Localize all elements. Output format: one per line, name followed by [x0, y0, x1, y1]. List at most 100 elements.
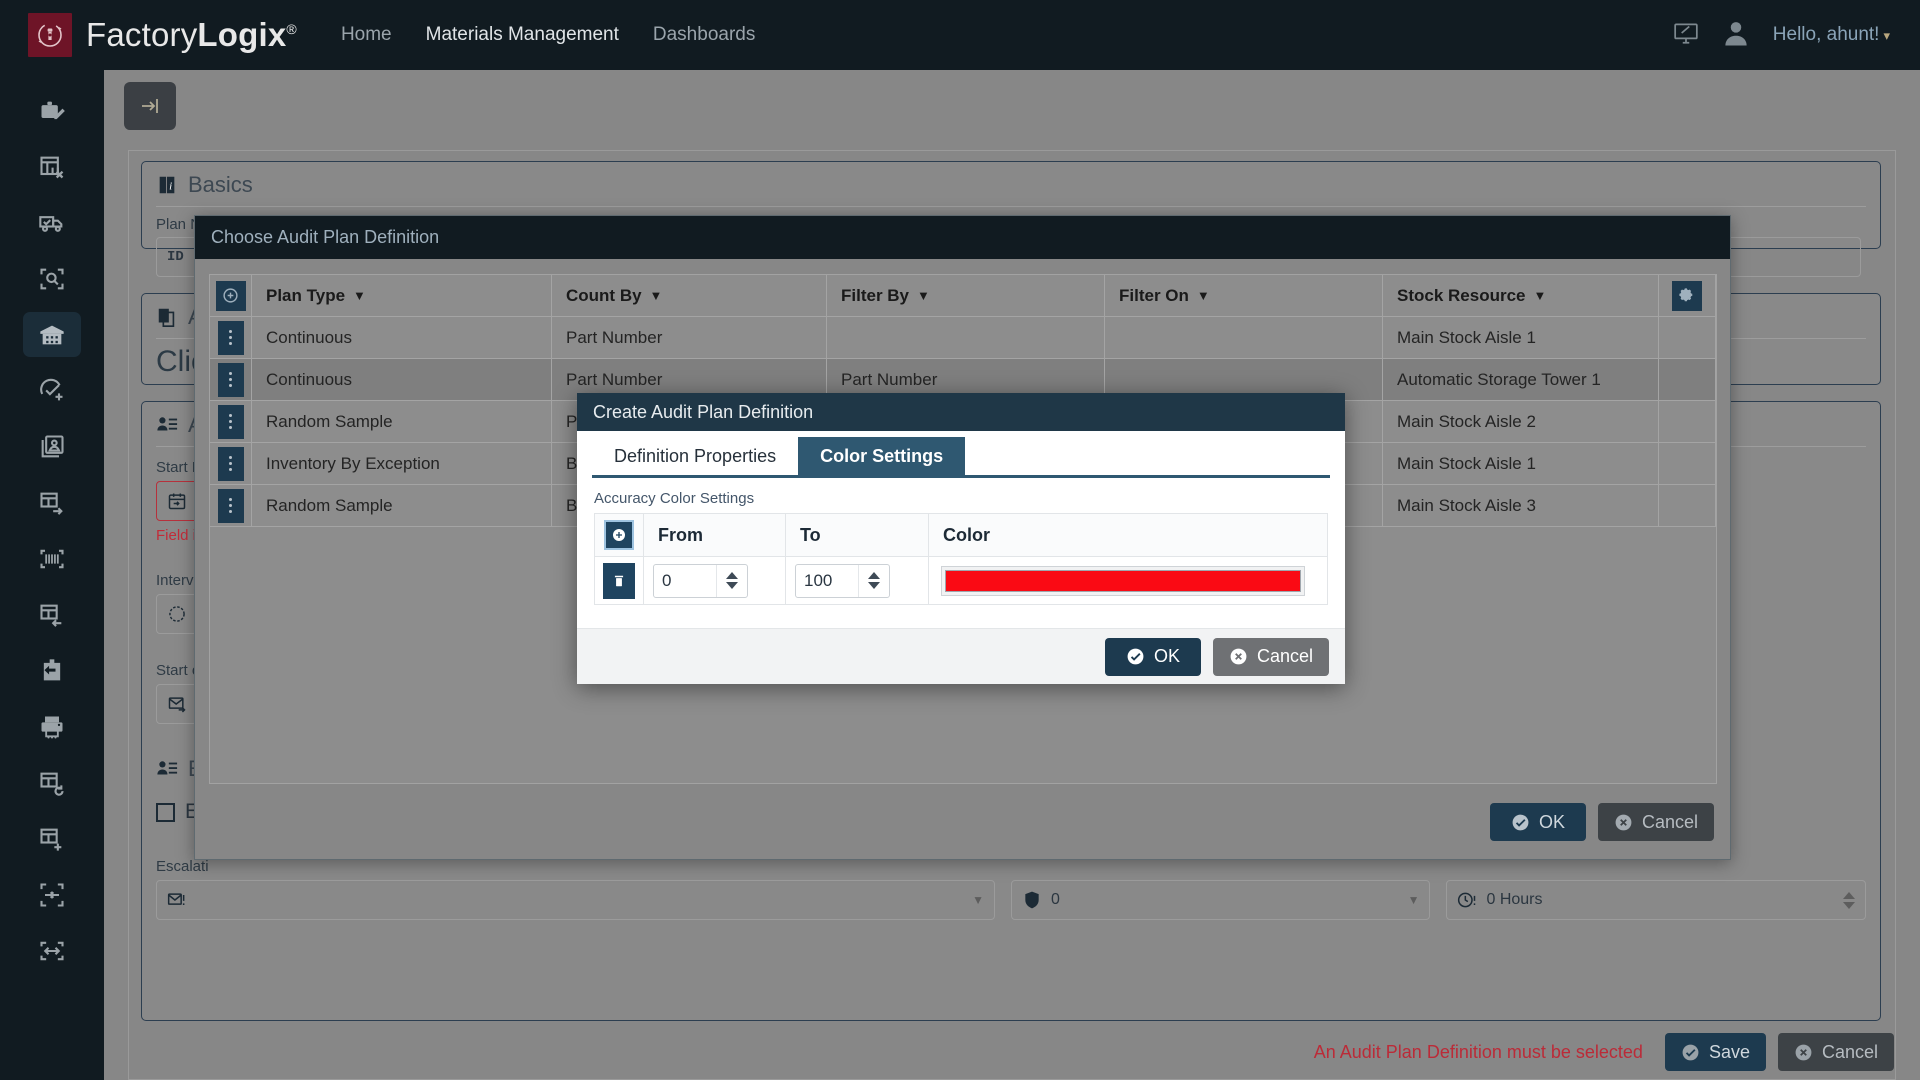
sidebar-item-grid-move-out[interactable] — [23, 480, 81, 525]
from-spinner[interactable] — [716, 564, 746, 597]
checkbox-unchecked-icon[interactable] — [156, 802, 175, 822]
table-row[interactable]: Continuous Part Number Part Number Autom… — [210, 359, 1716, 401]
user-avatar-icon[interactable] — [1721, 18, 1751, 53]
sidebar-item-grid-move-in[interactable] — [23, 592, 81, 637]
grid-column-stock-resource[interactable]: Stock Resource ▼ — [1383, 275, 1659, 317]
chevron-down-icon[interactable]: ▼ — [972, 893, 984, 907]
calendar-icon — [168, 493, 186, 510]
filter-icon[interactable]: ▼ — [353, 288, 366, 303]
kebab-menu-icon[interactable] — [217, 320, 244, 355]
cell-stock-resource: Main Stock Aisle 1 — [1383, 317, 1659, 359]
sidebar-item-truck-check[interactable] — [23, 200, 81, 245]
choose-ok-button[interactable]: OK — [1489, 803, 1586, 841]
color-picker[interactable] — [941, 565, 1305, 596]
color-column-from: From — [644, 514, 786, 556]
sidebar-item-barcode-scan[interactable] — [23, 536, 81, 581]
sidebar-item-grid-remove[interactable] — [23, 144, 81, 189]
cell-plan-type: Random Sample — [252, 401, 552, 443]
sidebar-item-scan-search[interactable] — [23, 256, 81, 301]
table-row[interactable]: Inventory By Exception B Main Stock Aisl… — [210, 443, 1716, 485]
to-stepper[interactable] — [795, 563, 890, 598]
grid-add-row-cell — [210, 275, 252, 317]
spinner-down-icon[interactable] — [1842, 901, 1855, 909]
cell-plan-type: Continuous — [252, 359, 552, 401]
sidebar-item-grid-refresh[interactable] — [23, 760, 81, 805]
monitor-edit-icon[interactable] — [1673, 20, 1699, 51]
spinner-up-icon[interactable] — [1842, 891, 1855, 899]
badge-icon — [1025, 891, 1039, 909]
spinner-down-icon[interactable] — [725, 582, 738, 589]
truck-check-icon — [39, 215, 63, 232]
escalation-field-label: Escalati — [156, 858, 209, 875]
spinner-up-icon[interactable] — [725, 572, 738, 579]
expand-horizontal-icon — [40, 941, 64, 960]
escalation-hours-value: 0 Hours — [1486, 891, 1543, 908]
create-cancel-label: Cancel — [1256, 646, 1313, 666]
escalation-count-select[interactable]: 0 ▼ — [1010, 880, 1431, 920]
sidebar-item-kit-edit[interactable] — [23, 88, 81, 133]
grid-column-filter-on[interactable]: Filter On ▼ — [1105, 275, 1383, 317]
sidebar-item-check-circle-add[interactable] — [23, 368, 81, 413]
close-circle-icon — [1795, 1044, 1812, 1060]
spinner-down-icon[interactable] — [867, 582, 880, 589]
sidebar-item-clipboard-return[interactable] — [23, 648, 81, 693]
cell-stock-resource: Main Stock Aisle 1 — [1383, 443, 1659, 485]
to-input[interactable] — [796, 565, 858, 596]
sidebar-item-expand-horizontal[interactable] — [23, 928, 81, 973]
add-circle-icon[interactable] — [215, 280, 246, 311]
nav-item-home[interactable]: Home — [340, 24, 392, 45]
escalation-hours-stepper[interactable]: 0 Hours — [1446, 880, 1866, 920]
create-dialog-tabs: Definition Properties Color Settings — [577, 431, 1345, 475]
gear-icon[interactable] — [1672, 280, 1702, 311]
nav-item-dashboards[interactable]: Dashboards — [652, 24, 756, 45]
kebab-menu-icon[interactable] — [217, 404, 244, 439]
from-input[interactable] — [654, 565, 716, 596]
filter-icon[interactable]: ▼ — [917, 288, 930, 303]
kebab-menu-icon[interactable] — [217, 488, 244, 523]
grid-column-plan-type[interactable]: Plan Type ▼ — [252, 275, 552, 317]
user-greeting-menu[interactable]: Hello, ahunt! ▾ — [1773, 24, 1890, 46]
sidebar-item-printer[interactable] — [23, 704, 81, 749]
choose-cancel-button[interactable]: Cancel — [1597, 803, 1714, 841]
hours-spinner[interactable] — [1842, 891, 1855, 909]
printer-icon — [41, 716, 63, 739]
create-cancel-button[interactable]: Cancel — [1212, 637, 1329, 676]
info-book-icon: i — [159, 176, 175, 194]
add-circle-icon[interactable] — [604, 520, 634, 550]
chevron-down-icon[interactable]: ▼ — [1407, 893, 1420, 907]
color-column-to: To — [786, 514, 929, 556]
sidebar-item-photo-person[interactable] — [23, 424, 81, 469]
from-stepper[interactable] — [653, 563, 748, 598]
kebab-menu-icon[interactable] — [217, 446, 244, 481]
cell-plan-type: Random Sample — [252, 485, 552, 527]
cell-stock-resource: Main Stock Aisle 2 — [1383, 401, 1659, 443]
to-spinner[interactable] — [858, 564, 888, 597]
sidebar-item-warehouse[interactable] — [23, 312, 81, 357]
clipboard-return-icon — [43, 658, 61, 680]
collapse-panel-button[interactable] — [124, 82, 176, 130]
tab-definition-properties[interactable]: Definition Properties — [592, 437, 799, 475]
trash-icon[interactable] — [603, 562, 635, 599]
escalation-recipient-select[interactable]: ▼ — [156, 880, 995, 920]
basics-divider — [156, 206, 1866, 207]
filter-icon[interactable]: ▼ — [1196, 288, 1210, 303]
sidebar-item-grid-add[interactable] — [23, 816, 81, 861]
column-label: Stock Resource — [1397, 285, 1526, 305]
filter-icon[interactable]: ▼ — [649, 288, 663, 303]
sidebar-item-collapse[interactable] — [23, 872, 81, 917]
choose-cancel-label: Cancel — [1641, 811, 1698, 832]
kebab-menu-icon[interactable] — [217, 362, 244, 397]
mail-forward-icon — [168, 697, 186, 713]
filter-icon[interactable]: ▼ — [1533, 288, 1547, 303]
cancel-button[interactable]: Cancel — [1777, 1033, 1894, 1071]
svg-text:i: i — [169, 181, 172, 193]
nav-item-materials-management[interactable]: Materials Management — [425, 24, 619, 45]
spinner-up-icon[interactable] — [867, 572, 880, 579]
save-button[interactable]: Save — [1664, 1033, 1766, 1071]
grid-column-count-by[interactable]: Count By ▼ — [552, 275, 827, 317]
brand-logo[interactable]: FactoryLogix® — [28, 13, 297, 57]
table-row[interactable]: Continuous Part Number Main Stock Aisle … — [210, 317, 1716, 359]
tab-color-settings[interactable]: Color Settings — [798, 437, 966, 475]
grid-column-filter-by[interactable]: Filter By ▼ — [827, 275, 1105, 317]
create-ok-button[interactable]: OK — [1104, 637, 1201, 676]
